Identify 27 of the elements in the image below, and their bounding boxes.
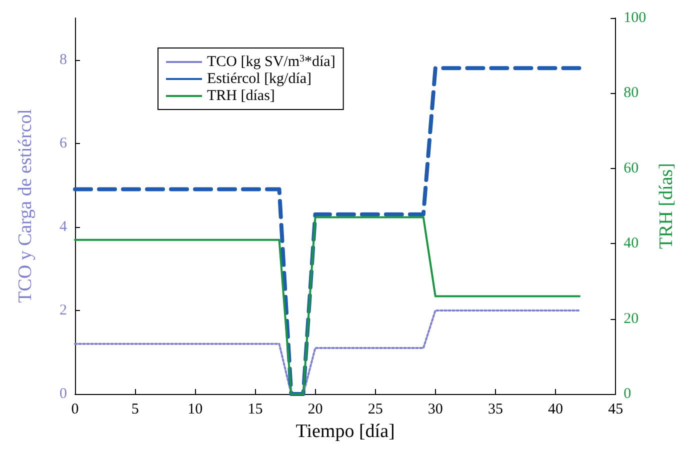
legend-label: Estiércol [kg/día] bbox=[207, 71, 312, 87]
y2-tick-label: 40 bbox=[624, 236, 639, 252]
y-tick-label: 0 bbox=[60, 386, 67, 402]
legend-label: TRH [días] bbox=[207, 88, 275, 104]
line-series bbox=[74, 216, 581, 395]
y-tick-label: 2 bbox=[60, 302, 67, 318]
y-tick-label: 8 bbox=[60, 52, 67, 68]
y2-tick-label: 60 bbox=[624, 160, 639, 176]
x-tick-label: 45 bbox=[608, 402, 624, 418]
y-axis-title: TCO y Carga de estiércol bbox=[15, 109, 36, 303]
x-tick-label: 15 bbox=[248, 402, 263, 418]
y2-tick-label: 80 bbox=[624, 85, 639, 102]
y2-tick-label: 100 bbox=[624, 10, 646, 26]
y-tick-label: 6 bbox=[60, 135, 68, 152]
y2-axis-title: TRH [días] bbox=[656, 162, 677, 250]
x-tick-label: 10 bbox=[188, 402, 203, 418]
y2-tick-label: 20 bbox=[624, 310, 639, 327]
y2-tick-label: 0 bbox=[624, 386, 632, 402]
x-tick-label: 20 bbox=[308, 402, 323, 418]
x-tick-label: 25 bbox=[368, 402, 383, 418]
x-tick-label: 5 bbox=[131, 402, 139, 418]
y-tick-label: 4 bbox=[60, 218, 68, 235]
x-tick-label: 40 bbox=[548, 402, 564, 418]
x-tick-label: 0 bbox=[71, 402, 79, 418]
x-axis-title: Tiempo [día] bbox=[296, 421, 395, 442]
x-tick-label: 35 bbox=[488, 402, 503, 418]
x-tick-label: 30 bbox=[428, 402, 443, 418]
